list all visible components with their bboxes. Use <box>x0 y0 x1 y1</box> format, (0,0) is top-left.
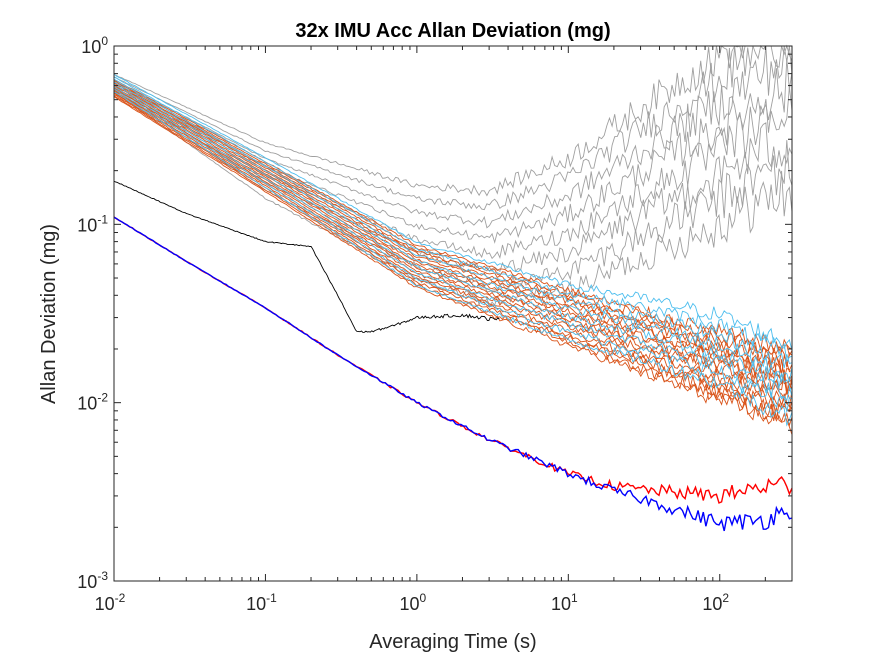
x-axis-label: Averaging Time (s) <box>369 631 536 653</box>
y-axis-label: Allan Deviation (mg) <box>38 224 60 404</box>
x-tick-label: 102 <box>702 591 729 614</box>
series-line-black <box>113 180 500 333</box>
series-line-cyan <box>113 73 793 351</box>
y-tick-label: 10-1 <box>77 212 108 235</box>
series-line-orange <box>113 79 793 357</box>
series-line-orange <box>113 96 793 435</box>
y-tick-label: 10-2 <box>77 391 108 414</box>
series-line-gray <box>113 45 792 197</box>
series-group-gray <box>113 44 793 307</box>
series-line-gray <box>113 58 793 244</box>
series-line-orange <box>113 87 793 395</box>
series-line-cyan <box>113 91 793 427</box>
y-tick-label: 10-3 <box>77 569 108 592</box>
series-line-cyan <box>113 76 793 363</box>
series-line-gray <box>113 86 793 273</box>
x-tick-label: 101 <box>551 591 578 614</box>
series-line-orange <box>113 90 793 408</box>
series-group-cyan <box>113 73 793 427</box>
series-line-cyan <box>113 86 793 402</box>
y-tick-label: 100 <box>81 34 108 57</box>
series-group-blue <box>113 216 793 532</box>
series-line-cyan <box>113 88 793 413</box>
x-tick-label: 10-2 <box>95 591 126 614</box>
series-group-orange <box>113 79 793 435</box>
x-tick-label: 10-1 <box>246 591 277 614</box>
series-line-orange <box>113 91 793 411</box>
series-line-blue <box>113 216 793 532</box>
series-line-cyan <box>113 81 793 384</box>
axes-box <box>113 45 793 582</box>
series-group-black <box>113 180 500 333</box>
series-line-gray <box>113 45 793 229</box>
series-layer <box>113 44 793 532</box>
chart-title: 32x IMU Acc Allan Deviation (mg) <box>295 20 610 42</box>
series-line-orange <box>113 92 793 416</box>
series-line-gray <box>113 44 793 211</box>
series-line-cyan <box>113 83 793 397</box>
axes-layer <box>113 45 793 582</box>
x-tick-label: 100 <box>400 591 427 614</box>
series-line-orange <box>113 84 793 385</box>
